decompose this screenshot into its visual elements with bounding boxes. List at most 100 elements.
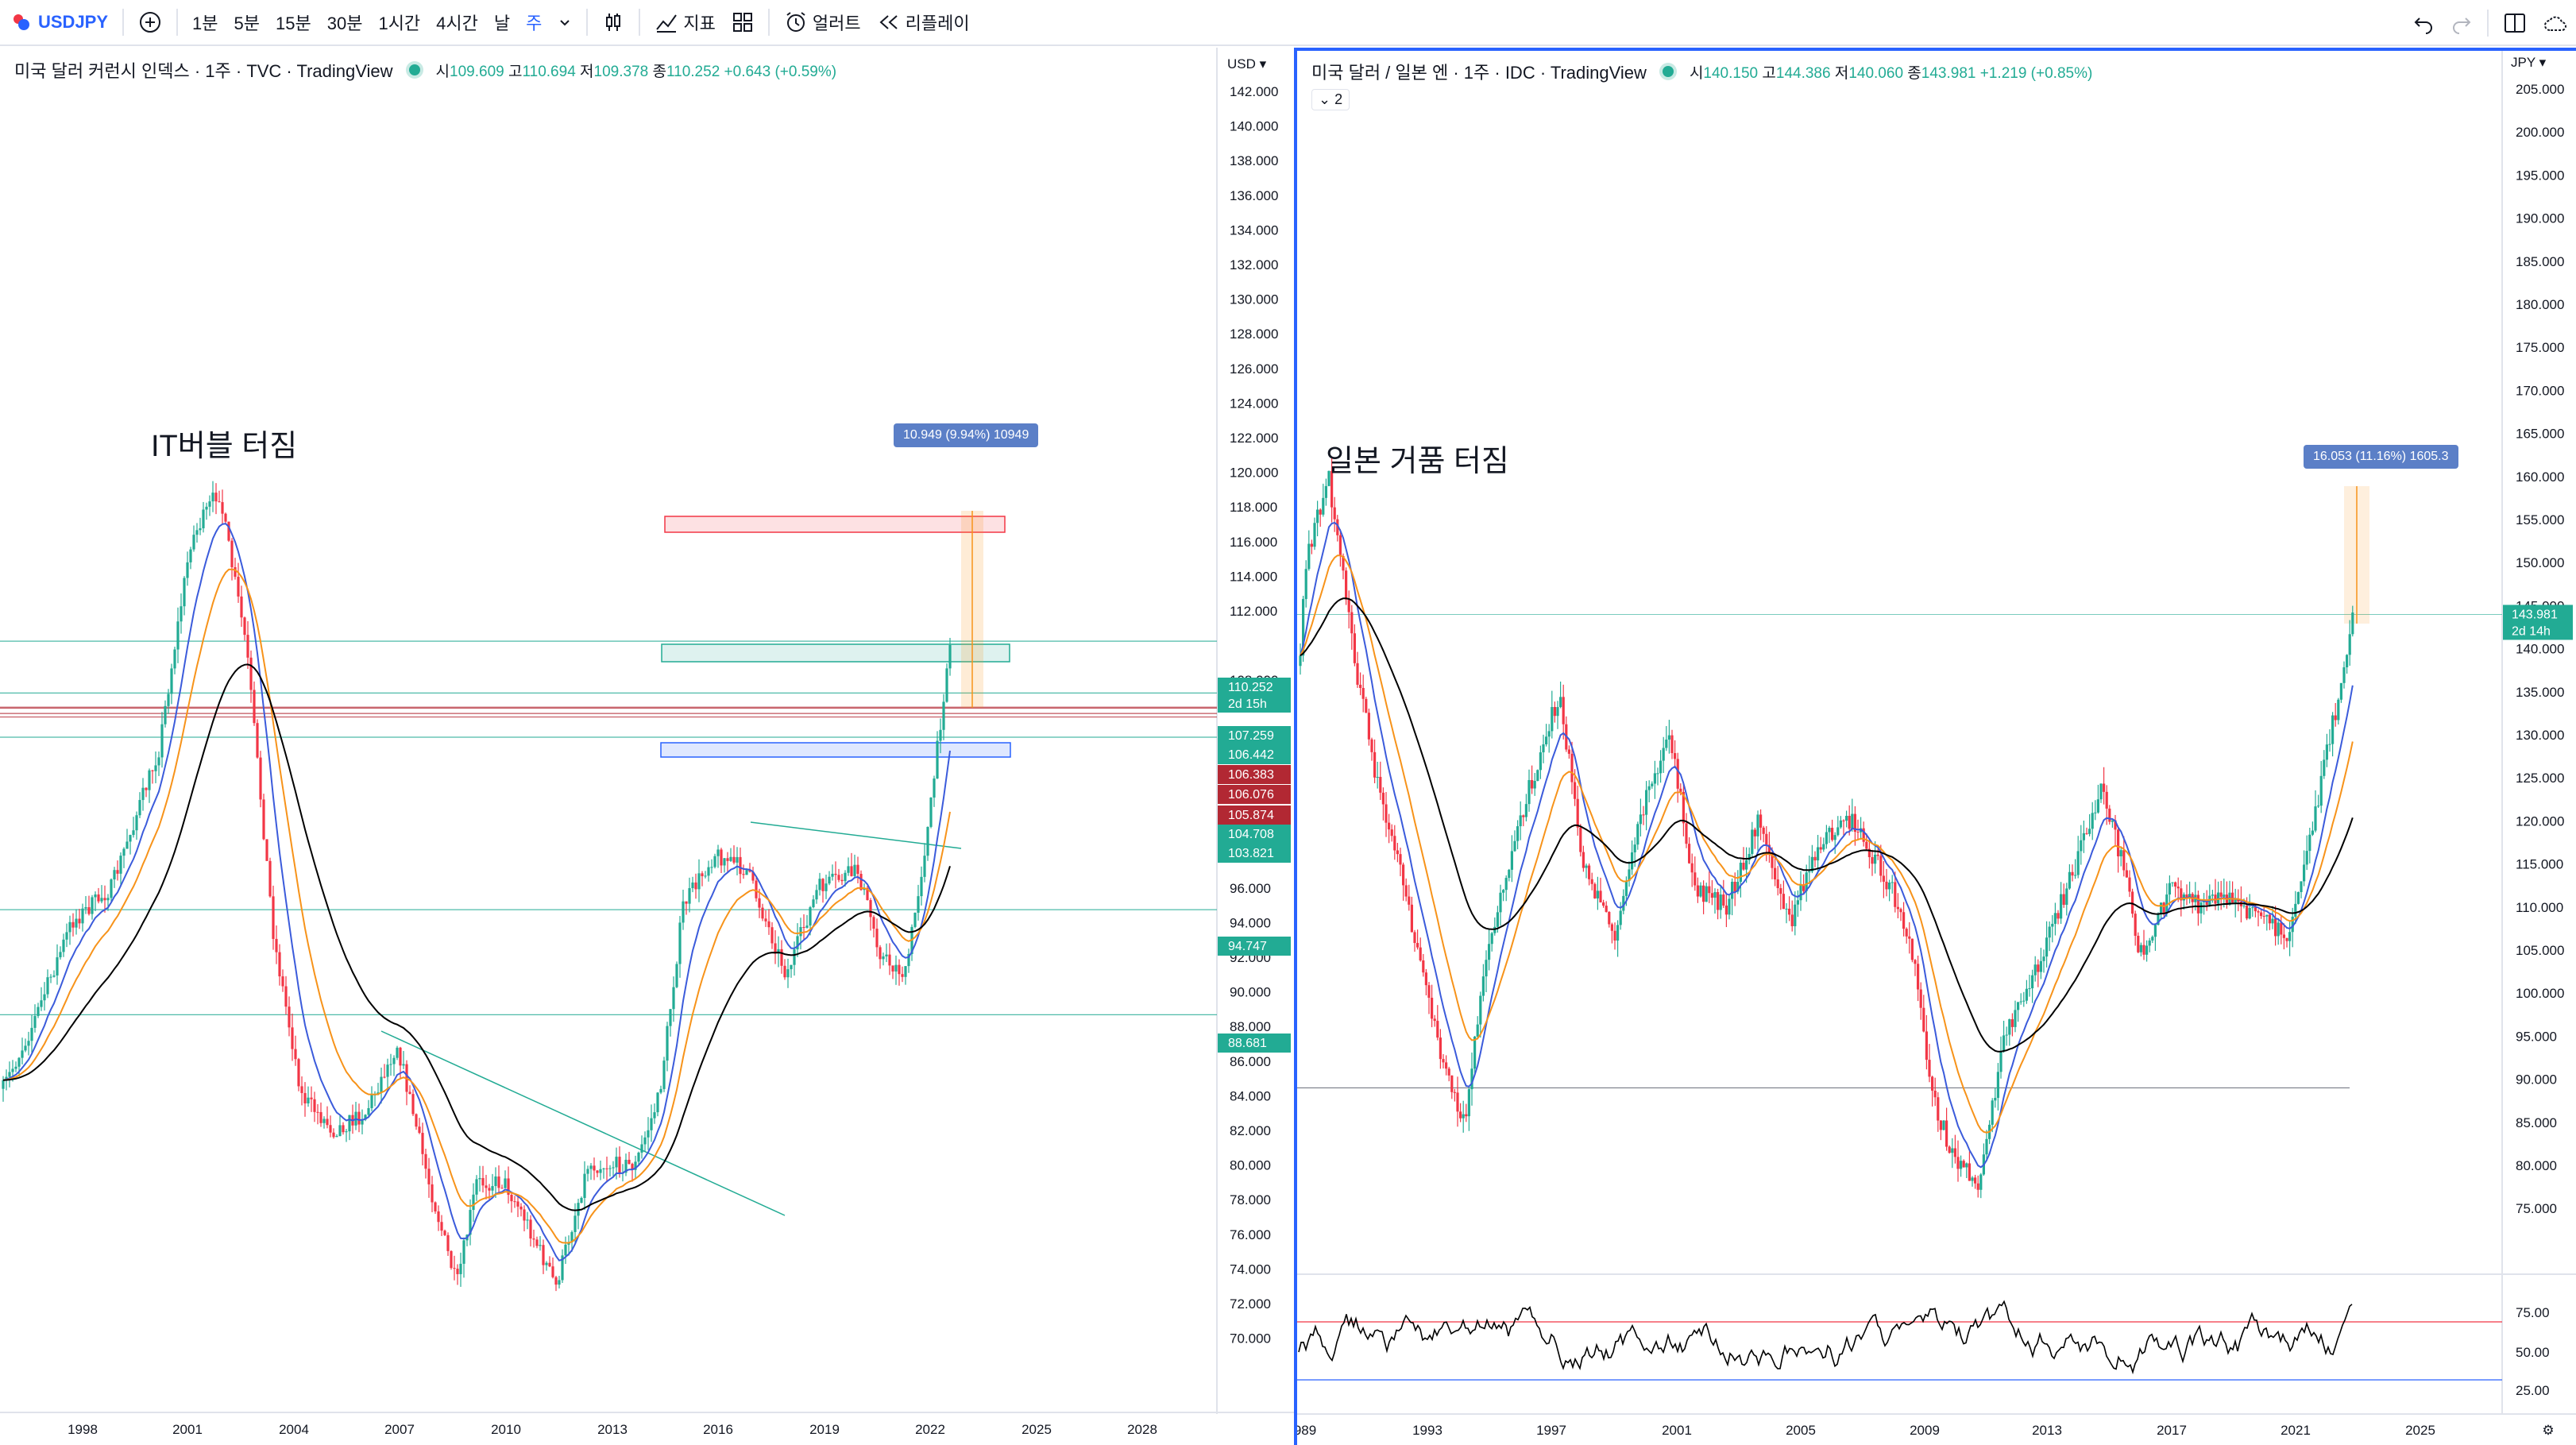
candle-body xyxy=(361,1119,364,1125)
candle-body xyxy=(2085,833,2088,834)
candle-body xyxy=(2125,870,2128,878)
candle-body xyxy=(669,1009,672,1026)
interval-5m[interactable]: 5분 xyxy=(234,14,261,33)
candle-body xyxy=(135,815,138,831)
price-tag-bg xyxy=(1218,937,1291,956)
compare-add-button[interactable] xyxy=(130,0,170,45)
candle-body xyxy=(872,917,875,929)
interval-1m[interactable]: 1분 xyxy=(192,14,218,33)
candle-body xyxy=(1788,908,1791,915)
interval-week[interactable]: 주 xyxy=(526,14,543,33)
candle-body xyxy=(157,757,160,766)
chart-canvas-left[interactable]: USD ▾ 142.000 140.000 138.000 136.000 134.000… xyxy=(0,48,1294,1445)
candle-body xyxy=(1313,523,1316,547)
candle-body xyxy=(1845,815,1848,821)
symbol-search[interactable]: USDJPY xyxy=(0,0,116,45)
indicators-button[interactable]: 지표 xyxy=(647,0,723,45)
candle-body xyxy=(249,657,253,690)
candle-body xyxy=(507,1178,510,1195)
candle-body xyxy=(1559,697,1562,708)
candle-body xyxy=(761,907,764,919)
interval-15m[interactable]: 15분 xyxy=(276,14,311,33)
candle-body xyxy=(1433,1018,1436,1022)
candle-body xyxy=(2203,901,2206,902)
candle-body xyxy=(586,1169,589,1174)
candle-body xyxy=(1350,612,1354,634)
redo-button[interactable] xyxy=(2443,0,2481,46)
chart-pane-left[interactable]: USD ▾ 142.000 140.000 138.000 136.000 134.000… xyxy=(0,48,1294,1445)
interval-dropdown[interactable] xyxy=(550,0,580,45)
candle-body xyxy=(396,1047,399,1058)
indicators-collapse-button[interactable]: ⌄ 2 xyxy=(1311,89,1350,110)
candle-body xyxy=(1762,827,1765,834)
candle-body xyxy=(2062,894,2065,905)
interval-4h[interactable]: 4시간 xyxy=(436,14,478,33)
candle-body xyxy=(640,1144,643,1153)
candle-body xyxy=(2114,820,2117,830)
candle-body xyxy=(116,870,119,874)
series-title: 미국 달러 커런시 인덱스 · 1주 · TVC · TradingView xyxy=(14,61,393,81)
interval-1h[interactable]: 1시간 xyxy=(378,14,421,33)
chart-type-button[interactable] xyxy=(594,0,632,45)
price-tick-label: 155.000 xyxy=(2516,512,2564,527)
candle-body xyxy=(1633,844,1636,853)
candle-body xyxy=(2223,894,2226,897)
candle-body xyxy=(1556,707,1559,717)
candle-body xyxy=(1508,869,1511,879)
candle-body xyxy=(2162,902,2165,914)
replay-button[interactable]: 리플레이 xyxy=(869,0,978,45)
candle-body xyxy=(748,870,751,872)
candle-body xyxy=(790,964,793,970)
candle-body xyxy=(1590,879,1593,884)
candle-body xyxy=(1365,698,1368,713)
candle-body xyxy=(2157,914,2160,925)
screenshot-button[interactable] xyxy=(2535,0,2576,46)
candle-body xyxy=(2091,813,2094,829)
candle-body xyxy=(81,908,84,924)
alert-button[interactable]: 얼러트 xyxy=(776,0,869,45)
candle-body xyxy=(2251,907,2254,909)
zone-rectangle-green xyxy=(661,643,1010,663)
candle-body xyxy=(183,578,186,607)
candle-body xyxy=(1670,735,1674,754)
candle-body xyxy=(348,1115,351,1132)
candle-body xyxy=(1381,792,1385,805)
ohlc-change: +1.219 (+0.85%) xyxy=(1979,64,2093,82)
candle-body xyxy=(755,880,758,898)
candle-body xyxy=(1307,543,1311,570)
price-tick-label: 120.000 xyxy=(2516,813,2564,829)
chart-annotation-text[interactable]: 일본 거품 터짐 xyxy=(1326,445,1509,478)
chart-annotation-text[interactable]: IT버블 터짐 xyxy=(151,430,298,463)
candle-body xyxy=(399,1047,402,1066)
templates-button[interactable] xyxy=(724,0,762,45)
candle-body xyxy=(367,1107,370,1115)
price-tag: 94.747 xyxy=(1218,937,1291,956)
candle-body xyxy=(297,1059,300,1087)
candle-body xyxy=(1996,1072,1999,1099)
legend-right: 미국 달러 / 일본 엔 · 1주 · IDC · TradingView 시1… xyxy=(1311,59,2092,84)
time-tick-label: 2028 xyxy=(1127,1422,1157,1437)
interval-30m[interactable]: 30분 xyxy=(326,14,363,33)
chart-canvas-right[interactable]: JPY ▾ 205.000 200.000 195.000 190.000 185.000… xyxy=(1297,51,2576,1445)
price-tag-value: 106.442 xyxy=(1228,748,1274,762)
time-tick-label: 2004 xyxy=(279,1422,309,1437)
candle-body xyxy=(345,1131,348,1133)
candle-body xyxy=(1608,911,1611,925)
candle-body xyxy=(450,1250,453,1269)
undo-button[interactable] xyxy=(2404,0,2443,46)
layout-button[interactable] xyxy=(2495,0,2535,46)
price-tag-bg xyxy=(1218,745,1291,764)
candle-body xyxy=(1960,1161,1963,1169)
interval-day[interactable]: 날 xyxy=(493,14,511,33)
candle-body xyxy=(678,922,682,964)
price-tag-bg xyxy=(1218,785,1291,804)
candle-body xyxy=(485,1185,488,1188)
candle-body xyxy=(1379,776,1382,793)
candle-body xyxy=(1359,685,1362,689)
chart-pane-right[interactable]: JPY ▾ 205.000 200.000 195.000 190.000 185.000… xyxy=(1294,48,2576,1445)
candle-body xyxy=(1436,1021,1439,1038)
candle-body xyxy=(1771,852,1774,868)
candle-body xyxy=(392,1057,396,1064)
candle-body xyxy=(1782,894,1785,910)
candle-body xyxy=(71,921,75,928)
